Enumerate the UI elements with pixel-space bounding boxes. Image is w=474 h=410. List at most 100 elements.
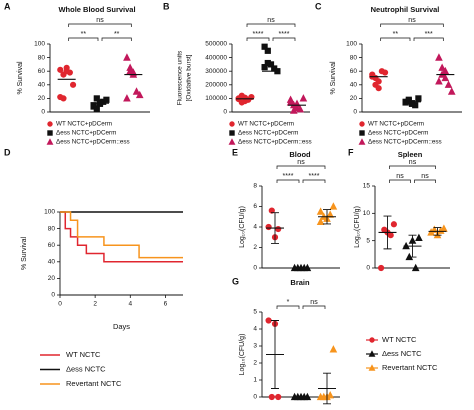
panel-title: Blood: [289, 150, 311, 159]
y-tick-label: 500000: [205, 41, 227, 48]
significance-bracket: [272, 37, 296, 41]
data-point: [129, 68, 138, 76]
data-point: [264, 59, 271, 67]
significance-label: ****: [309, 173, 320, 180]
y-tick-label: 20: [350, 95, 358, 102]
y-tick-label: 5: [253, 309, 257, 316]
data-point: [316, 217, 325, 225]
x-axis-label: Days: [113, 322, 130, 331]
legend-label: Δess NCTC: [382, 349, 422, 358]
y-tick-label: 300000: [205, 68, 227, 75]
significance-bracket: [276, 165, 326, 169]
legend-marker: [47, 130, 53, 136]
panel-label: F: [348, 147, 354, 157]
y-tick-label: 2: [253, 360, 257, 367]
significance-bracket: [380, 37, 411, 41]
x-tick-label: 4: [128, 301, 132, 308]
significance-bracket: [414, 179, 436, 183]
y-tick-label: 100: [44, 209, 55, 216]
y-tick-label: 200000: [205, 82, 227, 89]
data-point: [316, 207, 325, 215]
y-tick-label: 100: [34, 41, 45, 48]
y-tick-label: 10: [363, 210, 371, 217]
data-point: [289, 106, 298, 114]
legend-marker: [47, 121, 53, 127]
significance-label: ns: [409, 159, 417, 166]
data-point: [96, 99, 104, 106]
legend-label: Δess NCTC: [66, 364, 106, 373]
significance-label: ns: [297, 159, 305, 166]
data-point: [444, 80, 453, 88]
panel-title: Spleen: [398, 150, 423, 159]
data-point: [286, 95, 295, 103]
y-axis-label: Log₁₀(CFU/g): [239, 206, 246, 248]
data-point: [123, 53, 131, 61]
y-tick-label: 100: [346, 41, 357, 48]
significance-label: ****: [253, 31, 264, 38]
data-point: [268, 207, 275, 214]
data-point: [135, 90, 144, 99]
y-tick-label: 60: [48, 242, 56, 249]
panel-label: D: [4, 147, 11, 157]
data-point: [299, 94, 308, 102]
significance-bracket: [380, 23, 444, 27]
significance-bracket: [246, 37, 270, 41]
significance-bracket: [302, 179, 326, 183]
data-point: [378, 264, 385, 272]
data-point: [275, 225, 282, 233]
data-point: [126, 63, 134, 71]
legend-label: WT NCTC: [66, 350, 101, 359]
y-tick-label: 0: [223, 109, 227, 116]
legend-marker: [368, 350, 376, 357]
significance-bracket: [389, 165, 436, 169]
y-tick-label: 6: [253, 203, 257, 210]
legend-label: Revertant NCTC: [382, 363, 438, 372]
y-tick-label: 5: [366, 237, 370, 244]
panel-title: Brain: [290, 278, 310, 287]
data-point: [375, 85, 382, 92]
legend-marker: [368, 364, 376, 371]
legend-marker: [359, 121, 365, 127]
data-point: [438, 63, 446, 71]
data-point: [390, 221, 397, 228]
significance-bracket: [68, 23, 132, 27]
y-tick-label: 80: [350, 54, 358, 61]
data-point: [93, 105, 100, 112]
panel-label: G: [232, 276, 239, 286]
legend-label: WT NCTC+pDCerm: [238, 121, 294, 128]
significance-bracket: [413, 37, 444, 41]
survival-curve: [60, 211, 183, 263]
significance-label: ***: [425, 31, 433, 38]
legend-marker: [46, 138, 54, 145]
data-point: [264, 47, 271, 54]
data-point: [435, 77, 443, 85]
data-point: [57, 66, 64, 73]
legend-label: Δess NCTC+pDCerm: [238, 130, 298, 137]
x-tick-label: 6: [164, 301, 168, 308]
legend-marker: [358, 138, 366, 145]
y-tick-label: 4: [253, 326, 257, 333]
data-point: [415, 233, 423, 242]
data-point: [440, 224, 448, 232]
y-tick-label: 0: [366, 265, 370, 272]
data-point: [447, 87, 456, 95]
x-tick-label: 2: [93, 301, 97, 308]
y-tick-label: 60: [350, 68, 358, 75]
y-tick-label: 4: [253, 224, 257, 231]
data-point: [381, 69, 389, 76]
y-tick-label: 15: [363, 183, 371, 190]
data-point: [296, 104, 305, 113]
data-point: [123, 94, 131, 102]
legend-label: Revertant NCTC: [66, 379, 122, 388]
significance-label: ****: [279, 31, 290, 38]
survival-curve: [60, 211, 183, 259]
legend-label: WT NCTC+pDCerm: [56, 121, 112, 128]
data-point: [329, 202, 338, 210]
significance-bracket: [246, 23, 296, 27]
data-point: [268, 393, 275, 401]
legend-marker: [359, 130, 365, 136]
significance-label: ****: [283, 173, 294, 180]
data-point: [93, 95, 100, 102]
y-axis-label: % Survival: [17, 61, 24, 95]
